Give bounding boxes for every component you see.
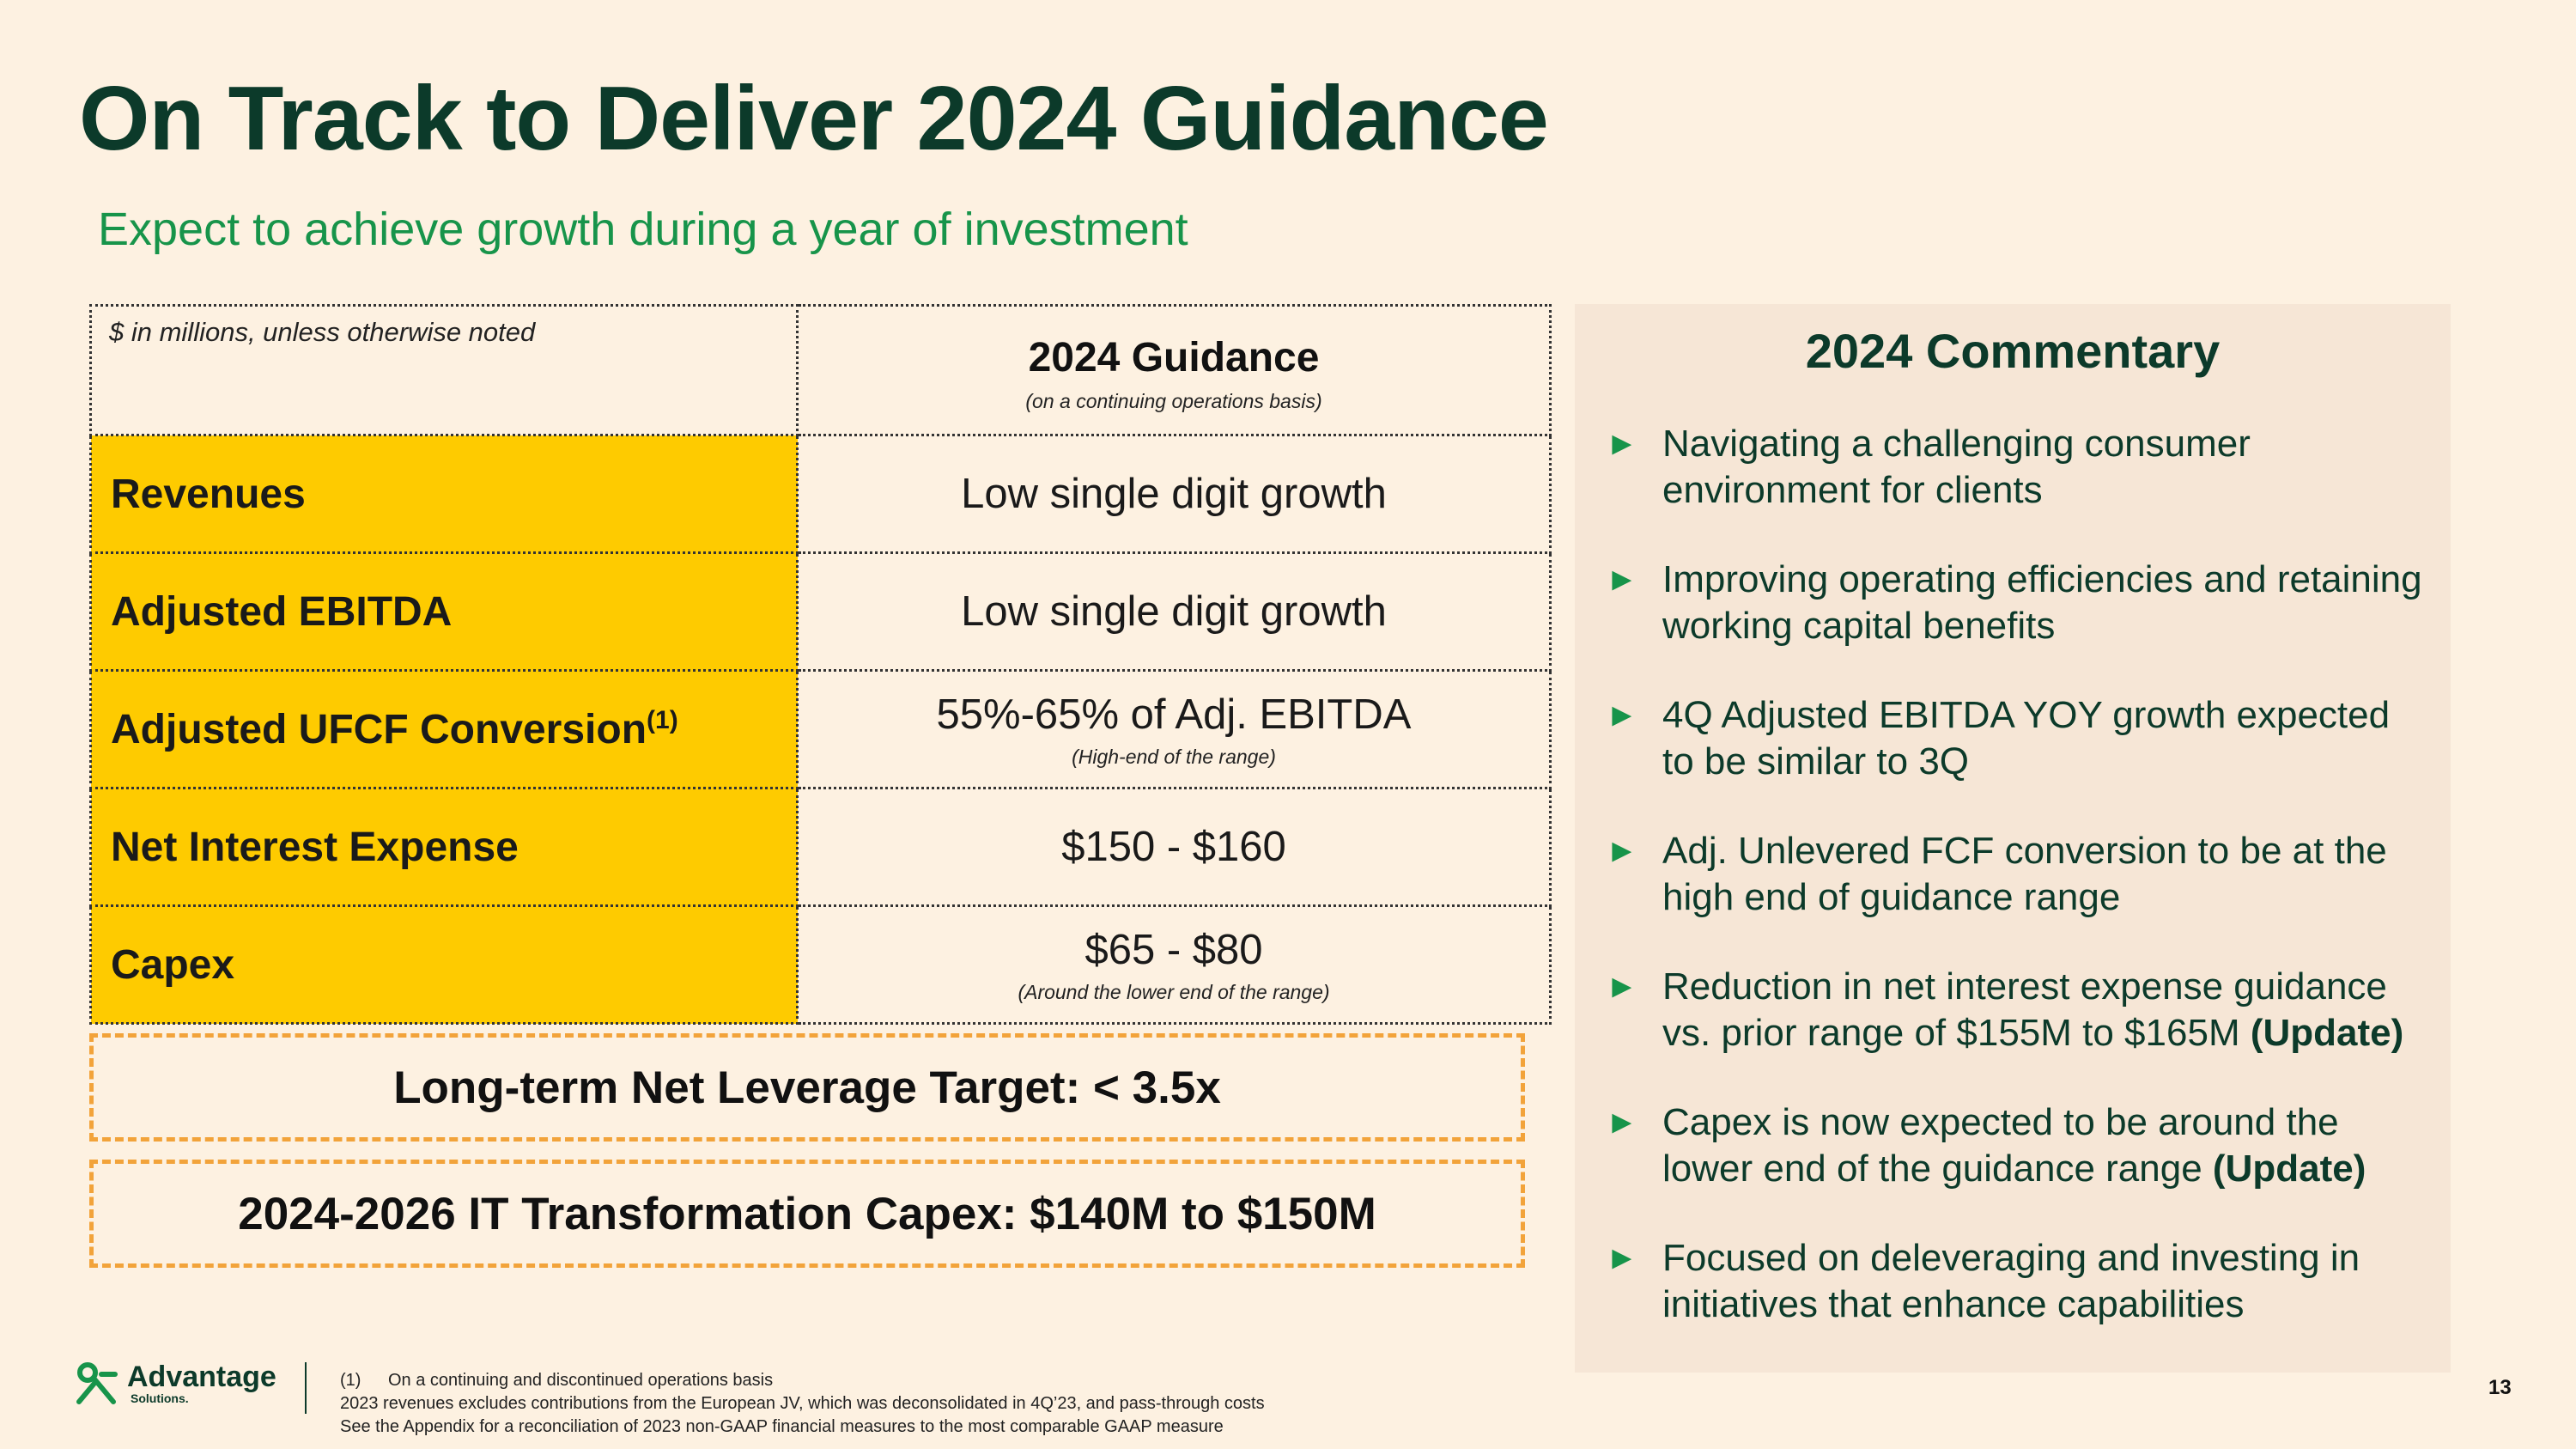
row-label: Capex [89,904,799,1025]
footnote-marker: (1) [647,705,678,734]
table-row: Net Interest Expense $150 - $160 [89,787,1552,907]
commentary-panel: 2024 Commentary ► Navigating a challengin… [1575,304,2451,1373]
it-capex-text: 2024-2026 IT Transformation Capex: $140M… [238,1188,1376,1239]
guidance-header-title: 2024 Guidance [1028,335,1320,381]
row-label: Revenues [89,434,799,554]
footnote-text: On a continuing and discontinued operati… [388,1371,774,1390]
arrow-bullet-icon: ► [1606,426,1638,462]
commentary-title: 2024 Commentary [1805,324,2221,378]
commentary-text: Navigating a challenging consumer enviro… [1662,423,2251,511]
table-header-cell: 2024 Guidance (on a continuing operation… [796,304,1552,436]
page-title: On Track to Deliver 2024 Guidance [79,68,1549,169]
row-label-text: Net Interest Expense [111,824,519,870]
guidance-header-subtitle: (on a continuing operations basis) [1025,390,1322,412]
commentary-text: Capex is now expected to be around the l… [1662,1101,2339,1190]
list-item: ► Reduction in net interest expense guida… [1606,964,2430,1056]
row-label-text: Revenues [111,471,306,517]
list-item: ► Focused on deleveraging and investing i… [1606,1235,2430,1328]
row-label-text: Adjusted UFCF Conversion [111,706,647,752]
footnote-marker: (1) [340,1371,361,1390]
footnote-2: 2023 revenues excludes contributions fro… [340,1394,1265,1413]
table-header-row: $ in millions, unless otherwise noted 20… [89,304,1552,436]
table-row: Adjusted EBITDA Low single digit growth [89,551,1552,672]
row-value: $150 - $160 [796,787,1552,907]
row-label-text: Adjusted EBITDA [111,588,453,635]
commentary-text: Reduction in net interest expense guidan… [1662,965,2387,1054]
arrow-bullet-icon: ► [1606,697,1638,734]
row-value-text: Low single digit growth [961,588,1387,635]
arrow-bullet-icon: ► [1606,969,1638,1005]
list-item: ► Navigating a challenging consumer envir… [1606,421,2430,514]
row-value-text: 55%-65% of Adj. EBITDA [936,691,1412,738]
update-tag: (Update) [2212,1148,2366,1190]
row-value-text: $65 - $80 [1084,926,1263,973]
row-value: 55%-65% of Adj. EBITDA (High-end of the … [796,669,1552,789]
logo-name: Advantage [127,1361,276,1393]
arrow-bullet-icon: ► [1606,562,1638,598]
row-value: Low single digit growth [796,551,1552,672]
row-value-note: (High-end of the range) [1072,745,1276,768]
list-item: ► 4Q Adjusted EBITDA YOY growth expected … [1606,692,2430,785]
page-subtitle: Expect to achieve growth during a year o… [98,204,1188,255]
it-capex-box: 2024-2026 IT Transformation Capex: $140M… [89,1160,1525,1268]
advantage-logo-icon [76,1362,118,1404]
logo-sub: Solutions. [131,1391,189,1405]
arrow-bullet-icon: ► [1606,1240,1638,1276]
footer-divider [305,1362,307,1414]
footnote-1: (1) On a continuing and discontinued oper… [340,1369,1265,1392]
arrow-bullet-icon: ► [1606,1105,1638,1141]
row-value-note: (Around the lower end of the range) [1018,980,1330,1003]
guidance-table: $ in millions, unless otherwise noted 20… [89,304,1552,1025]
footnote-3: See the Appendix for a reconciliation of… [340,1417,1224,1436]
table-note-cell: $ in millions, unless otherwise noted [89,304,799,436]
commentary-list: ► Navigating a challenging consumer envir… [1606,421,2430,1371]
row-value-text: Low single digit growth [961,471,1387,517]
row-label: Adjusted UFCF Conversion(1) [89,669,799,789]
table-note: $ in millions, unless otherwise noted [109,317,536,347]
list-item: ► Capex is now expected to be around the … [1606,1099,2430,1192]
leverage-target-box: Long-term Net Leverage Target: < 3.5x [89,1033,1525,1142]
commentary-text: Focused on deleveraging and investing in… [1662,1237,2360,1325]
table-row: Adjusted UFCF Conversion(1) 55%-65% of A… [89,669,1552,789]
company-logo: Advantage Solutions. [76,1362,276,1405]
commentary-text: Adj. Unlevered FCF conversion to be at t… [1662,830,2387,918]
row-value: $65 - $80 (Around the lower end of the r… [796,904,1552,1025]
row-label: Adjusted EBITDA [89,551,799,672]
table-row: Revenues Low single digit growth [89,434,1552,554]
row-label: Net Interest Expense [89,787,799,907]
row-value: Low single digit growth [796,434,1552,554]
commentary-text: Improving operating efficiencies and ret… [1662,558,2422,647]
page-number: 13 [2488,1376,2512,1399]
arrow-bullet-icon: ► [1606,833,1638,869]
table-row: Capex $65 - $80 (Around the lower end of… [89,904,1552,1025]
list-item: ► Adj. Unlevered FCF conversion to be at … [1606,828,2430,921]
commentary-text: 4Q Adjusted EBITDA YOY growth expected t… [1662,694,2391,782]
leverage-target-text: Long-term Net Leverage Target: < 3.5x [393,1062,1221,1113]
list-item: ► Improving operating efficiencies and re… [1606,557,2430,649]
row-value-text: $150 - $160 [1061,824,1286,870]
footnotes: (1) On a continuing and discontinued oper… [340,1369,1265,1439]
update-tag: (Update) [2250,1012,2404,1054]
row-label-text: Capex [111,941,235,988]
